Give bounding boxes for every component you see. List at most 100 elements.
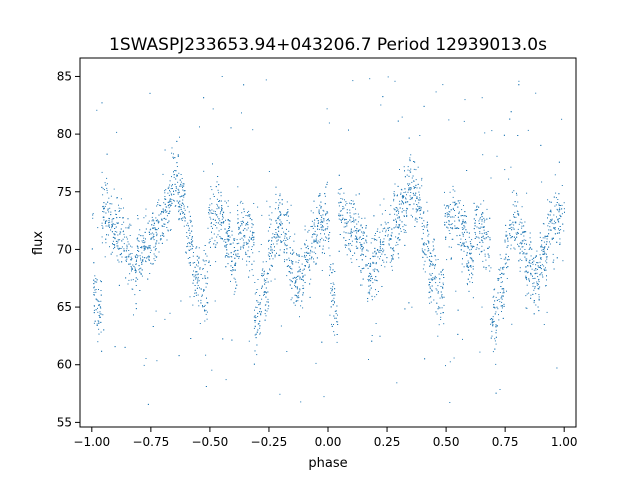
data-point [409,183,411,185]
data-point [97,227,99,229]
data-point [259,332,261,334]
data-point [266,301,268,303]
data-point [512,204,514,206]
data-point [96,299,98,301]
data-point [253,327,255,329]
data-point [447,227,449,229]
data-point [350,216,352,218]
data-point [451,238,453,240]
data-point [557,209,559,211]
data-point [217,205,218,207]
data-point [392,254,394,256]
data-point [343,192,345,194]
data-point [350,234,352,236]
data-point [545,256,547,258]
data-point [96,109,98,111]
data-point [283,251,285,253]
data-point [387,235,389,237]
data-point [184,193,186,195]
data-point [126,256,128,258]
data-point [279,219,281,221]
data-point [231,339,233,341]
data-point [297,297,299,299]
data-point [548,233,550,235]
data-point [348,129,349,131]
data-point [204,275,206,277]
data-point [325,236,327,238]
data-point [441,271,442,273]
data-point [476,226,478,228]
data-point [156,240,158,242]
data-point [191,225,193,227]
data-point [106,177,108,179]
data-point [143,246,145,248]
data-point [330,292,332,294]
data-point [414,186,416,188]
data-point [547,199,549,201]
data-point [527,265,529,267]
data-point [559,232,560,234]
data-point [188,249,190,251]
data-point [283,239,285,241]
data-point [488,255,490,257]
data-point [483,221,485,223]
data-point [375,323,377,324]
data-point [254,293,256,295]
data-point [369,293,371,295]
data-point [124,250,125,252]
data-point [255,320,257,321]
data-point [454,227,456,229]
data-point [209,265,211,266]
data-point [134,269,136,271]
data-point [476,209,478,211]
data-point [435,288,437,290]
data-point [529,265,531,267]
data-point [233,251,235,253]
data-point [391,258,393,260]
data-point [553,223,555,225]
data-point [233,293,235,295]
data-point [328,241,330,242]
data-point [185,251,187,253]
data-point [375,276,377,278]
data-point [386,257,388,259]
data-point [535,255,537,257]
data-point [279,254,281,256]
data-point [417,183,419,185]
data-point [348,244,350,246]
data-point [178,209,180,211]
data-point [194,292,196,294]
data-point [349,219,351,221]
data-point [443,277,445,278]
data-point [192,262,194,264]
data-point [109,207,111,209]
data-point [135,260,137,262]
data-point [175,187,177,189]
data-point [367,292,369,294]
data-point [370,276,372,277]
data-point [171,188,173,189]
data-point [176,175,178,177]
data-point [403,202,405,204]
data-point [538,281,540,283]
data-point [176,166,178,167]
data-point [427,235,429,237]
data-point [177,188,179,190]
data-point [99,306,101,308]
data-point [411,197,413,199]
data-point [150,233,152,235]
data-point [284,261,285,263]
data-point [118,211,120,212]
data-point [495,363,497,365]
data-point [163,210,165,212]
data-point [465,229,467,231]
data-point [284,235,286,237]
data-point [156,360,158,362]
data-point [316,257,318,259]
data-point [235,253,237,255]
data-point [442,284,444,286]
data-point [117,234,119,236]
data-point [219,200,220,202]
data-point [170,201,172,202]
data-point [365,227,367,229]
